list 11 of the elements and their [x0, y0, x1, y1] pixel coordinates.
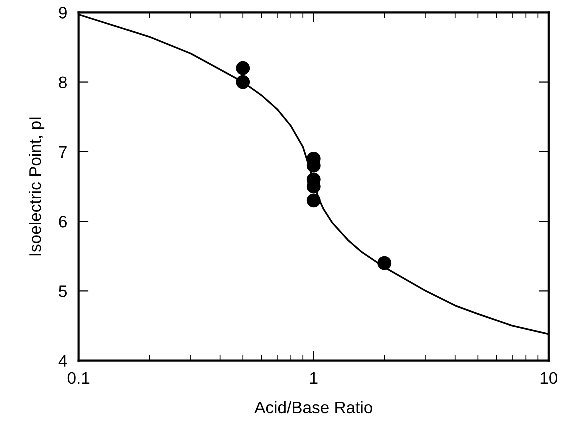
x-tick-label: 0.1 — [68, 372, 90, 384]
y-axis-title: Isoelectric Point, pI — [29, 118, 45, 256]
x-tick-label: 1 — [310, 372, 318, 384]
y-tick-label: 5 — [59, 286, 68, 298]
y-tick-label: 6 — [59, 216, 67, 228]
x-axis-title: Acid/Base Ratio — [254, 401, 372, 414]
y-tick-label: 9 — [59, 7, 67, 19]
y-tick-label: 8 — [59, 76, 67, 88]
x-tick-label: 10 — [540, 372, 558, 384]
y-tick-label: 4 — [58, 355, 68, 367]
y-tick-label: 7 — [59, 146, 67, 158]
